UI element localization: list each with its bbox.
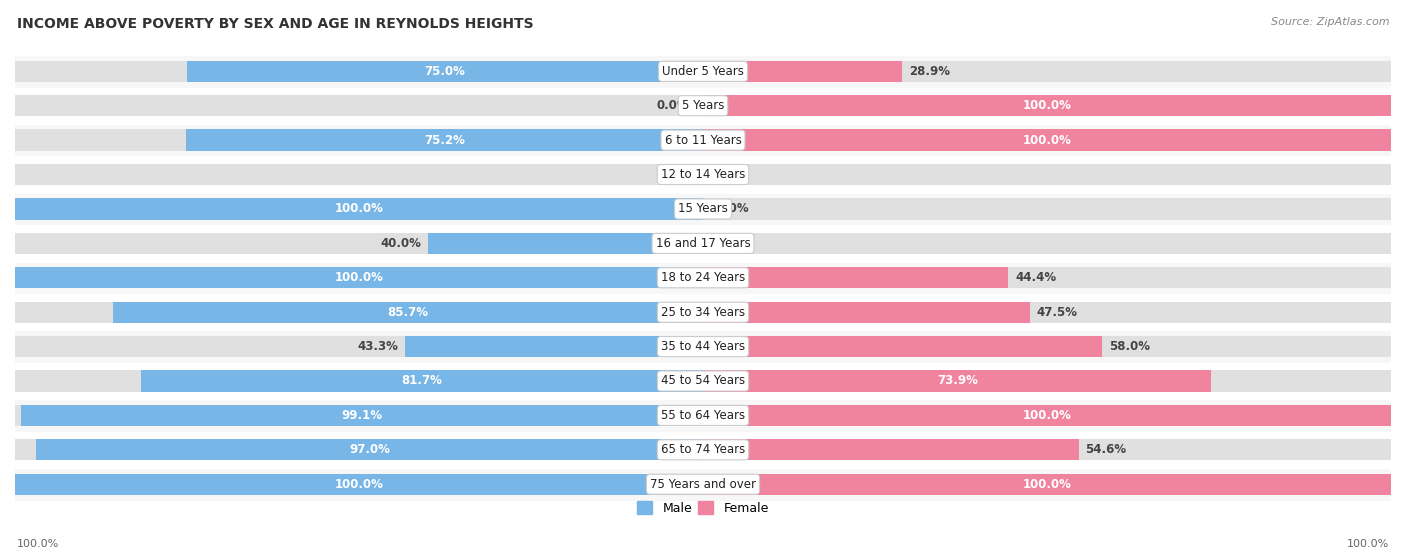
Bar bbox=[15, 192, 1391, 226]
Bar bbox=[15, 267, 703, 288]
Text: 100.0%: 100.0% bbox=[1022, 409, 1071, 422]
Text: 28.9%: 28.9% bbox=[908, 65, 949, 78]
Bar bbox=[15, 260, 1391, 295]
Bar bbox=[15, 467, 1391, 501]
Text: 75.2%: 75.2% bbox=[423, 134, 465, 146]
Text: 54.6%: 54.6% bbox=[1085, 443, 1126, 456]
Bar bbox=[15, 267, 1391, 288]
Text: 75 Years and over: 75 Years and over bbox=[650, 478, 756, 491]
Text: 5 Years: 5 Years bbox=[682, 100, 724, 112]
Bar bbox=[15, 198, 1391, 220]
Bar bbox=[141, 370, 703, 392]
Text: 0.0%: 0.0% bbox=[717, 202, 749, 215]
Text: 16 and 17 Years: 16 and 17 Years bbox=[655, 237, 751, 250]
Text: 97.0%: 97.0% bbox=[349, 443, 389, 456]
Text: 55 to 64 Years: 55 to 64 Years bbox=[661, 409, 745, 422]
Text: 100.0%: 100.0% bbox=[335, 202, 384, 215]
Bar bbox=[15, 295, 1391, 329]
Text: INCOME ABOVE POVERTY BY SEX AND AGE IN REYNOLDS HEIGHTS: INCOME ABOVE POVERTY BY SEX AND AGE IN R… bbox=[17, 17, 533, 31]
Bar bbox=[703, 336, 1102, 357]
Text: 100.0%: 100.0% bbox=[1347, 539, 1389, 549]
Text: 65 to 74 Years: 65 to 74 Years bbox=[661, 443, 745, 456]
Bar bbox=[15, 364, 1391, 398]
Bar bbox=[15, 473, 703, 495]
Bar bbox=[15, 226, 1391, 260]
Bar bbox=[15, 370, 1391, 392]
Text: 15 Years: 15 Years bbox=[678, 202, 728, 215]
Bar bbox=[21, 405, 703, 426]
Text: 43.3%: 43.3% bbox=[357, 340, 398, 353]
Bar bbox=[703, 267, 1008, 288]
Text: 35 to 44 Years: 35 to 44 Years bbox=[661, 340, 745, 353]
Text: 44.4%: 44.4% bbox=[1015, 271, 1056, 285]
Bar bbox=[15, 95, 1391, 116]
Text: 100.0%: 100.0% bbox=[17, 539, 59, 549]
Bar bbox=[15, 433, 1391, 467]
Text: 6 to 11 Years: 6 to 11 Years bbox=[665, 134, 741, 146]
Bar bbox=[15, 123, 1391, 157]
Bar bbox=[15, 61, 1391, 82]
Bar bbox=[703, 439, 1078, 461]
Bar bbox=[187, 61, 703, 82]
Bar bbox=[703, 130, 1391, 151]
Bar bbox=[15, 54, 1391, 88]
Bar bbox=[15, 329, 1391, 364]
Legend: Male, Female: Male, Female bbox=[633, 496, 773, 520]
Bar bbox=[15, 157, 1391, 192]
Text: 0.0%: 0.0% bbox=[717, 237, 749, 250]
Text: 85.7%: 85.7% bbox=[388, 306, 429, 319]
Bar bbox=[15, 398, 1391, 433]
Bar bbox=[15, 233, 1391, 254]
Text: 18 to 24 Years: 18 to 24 Years bbox=[661, 271, 745, 285]
Text: 81.7%: 81.7% bbox=[402, 375, 443, 387]
Bar bbox=[186, 130, 703, 151]
Text: 100.0%: 100.0% bbox=[335, 478, 384, 491]
Text: 0.0%: 0.0% bbox=[657, 168, 689, 181]
Bar bbox=[15, 301, 1391, 323]
Text: 47.5%: 47.5% bbox=[1036, 306, 1077, 319]
Bar bbox=[703, 370, 1212, 392]
Bar bbox=[703, 473, 1391, 495]
Bar bbox=[703, 61, 901, 82]
Bar bbox=[703, 95, 1391, 116]
Text: Source: ZipAtlas.com: Source: ZipAtlas.com bbox=[1271, 17, 1389, 27]
Text: 75.0%: 75.0% bbox=[425, 65, 465, 78]
Bar bbox=[703, 405, 1391, 426]
Text: 100.0%: 100.0% bbox=[1022, 478, 1071, 491]
Bar bbox=[15, 336, 1391, 357]
Text: 45 to 54 Years: 45 to 54 Years bbox=[661, 375, 745, 387]
Text: 0.0%: 0.0% bbox=[717, 168, 749, 181]
Text: 40.0%: 40.0% bbox=[380, 237, 420, 250]
Bar bbox=[703, 301, 1029, 323]
Bar bbox=[15, 473, 1391, 495]
Text: 58.0%: 58.0% bbox=[1109, 340, 1150, 353]
Bar bbox=[427, 233, 703, 254]
Text: 25 to 34 Years: 25 to 34 Years bbox=[661, 306, 745, 319]
Bar bbox=[15, 198, 703, 220]
Bar bbox=[405, 336, 703, 357]
Text: 100.0%: 100.0% bbox=[335, 271, 384, 285]
Bar bbox=[114, 301, 703, 323]
Bar bbox=[15, 130, 1391, 151]
Text: 12 to 14 Years: 12 to 14 Years bbox=[661, 168, 745, 181]
Bar bbox=[15, 88, 1391, 123]
Text: Under 5 Years: Under 5 Years bbox=[662, 65, 744, 78]
Bar bbox=[15, 439, 1391, 461]
Bar bbox=[15, 405, 1391, 426]
Bar bbox=[35, 439, 703, 461]
Text: 100.0%: 100.0% bbox=[1022, 134, 1071, 146]
Text: 0.0%: 0.0% bbox=[657, 100, 689, 112]
Text: 99.1%: 99.1% bbox=[342, 409, 382, 422]
Bar bbox=[15, 164, 1391, 185]
Text: 73.9%: 73.9% bbox=[936, 375, 977, 387]
Text: 100.0%: 100.0% bbox=[1022, 100, 1071, 112]
